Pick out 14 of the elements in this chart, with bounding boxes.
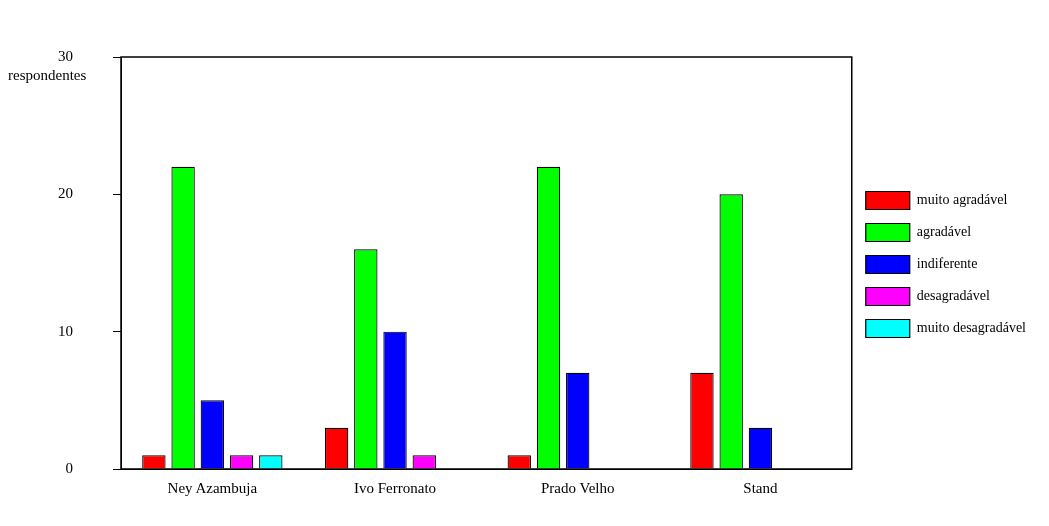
y-tick-label: 0	[65, 459, 73, 476]
x-tick-label: Prado Velho	[540, 479, 615, 496]
y-tick-label: 30	[58, 47, 73, 64]
x-tick-label: Ney Azambuja	[167, 479, 258, 496]
legend-label: indiferente	[916, 256, 978, 272]
legend-label: muito desagradável	[916, 320, 1027, 336]
legend-label: agradável	[916, 224, 972, 240]
legend-label: muito agradável	[916, 192, 1008, 208]
y-tick-label: 10	[58, 322, 73, 339]
y-tick-label: 20	[58, 185, 73, 202]
x-tick-label: Stand	[743, 479, 778, 496]
legend-label: desagradável	[916, 288, 990, 304]
x-tick-label: Ivo Ferronato	[354, 479, 437, 496]
y-axis-title: respondentes	[8, 67, 87, 84]
